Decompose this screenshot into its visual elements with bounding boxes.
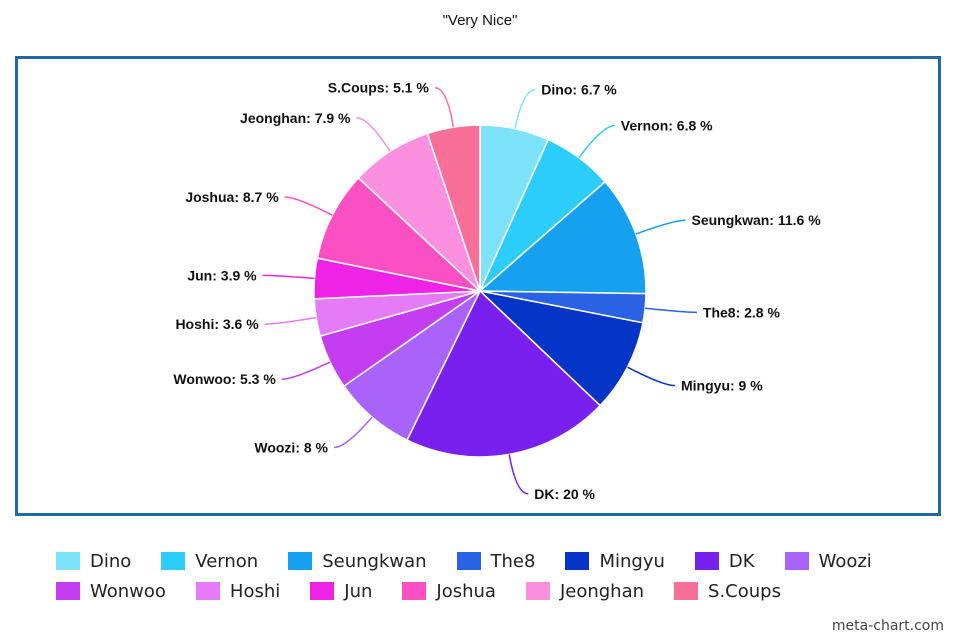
legend-swatch (402, 582, 427, 600)
slice-label: Joshua: 8.7 % (185, 189, 279, 205)
legend-swatch (565, 552, 590, 570)
legend-item: Woozi (784, 550, 872, 572)
slice-label: Mingyu: 9 % (681, 378, 763, 394)
chart-title: "Very Nice" (442, 12, 518, 29)
legend-swatch (674, 582, 699, 600)
legend-label: Vernon (195, 550, 259, 572)
leader-line (508, 454, 529, 495)
legend-item: DK (694, 550, 755, 572)
legend-item: Wonwoo (56, 581, 166, 602)
legend-item: Dino (56, 551, 131, 572)
leader-line (514, 88, 536, 129)
legend-swatch (56, 552, 80, 570)
legend-item: Joshua (402, 581, 496, 602)
slice-label: Jeonghan: 7.9 % (240, 110, 351, 126)
legend-row: Dino Vernon Seungkwan The8 Mingyu DK Woozi (56, 546, 936, 576)
legend-item: The8 (456, 550, 536, 572)
slice-label: Jun: 3.9 % (187, 267, 257, 283)
slice-label: Wonwoo: 5.3 % (173, 371, 276, 387)
legend-swatch (161, 552, 186, 570)
legend-label: Seungkwan (322, 550, 427, 572)
legend-item: Hoshi (195, 580, 281, 602)
legend-swatch (456, 552, 481, 570)
leader-line (578, 124, 615, 159)
legend-swatch (784, 552, 809, 570)
pie-slice-mingyu (477, 289, 644, 407)
leader-line (262, 274, 315, 280)
legend-item: Jun (310, 581, 372, 602)
legend-label: Dino (90, 550, 132, 572)
leader-line (635, 219, 686, 235)
legend-item: Mingyu (565, 550, 665, 572)
legend-swatch (310, 582, 335, 600)
slice-label: Hoshi: 3.6 % (175, 316, 259, 332)
leader-line (264, 316, 317, 325)
legend: Dino Vernon Seungkwan The8 Mingyu DK Woozi Won… (56, 546, 936, 606)
watermark: meta-chart.com (831, 618, 944, 634)
legend-swatch (525, 582, 550, 600)
slice-label: Dino: 6.7 % (541, 82, 617, 98)
legend-label: Jeonghan (559, 580, 645, 602)
leader-line (645, 307, 697, 314)
legend-label: Hoshi (229, 580, 281, 602)
slice-label: DK: 20 % (534, 486, 595, 502)
legend-label: Jun (344, 580, 373, 602)
legend-item: S.Coups (674, 581, 781, 602)
legend-swatch (56, 582, 80, 600)
legend-item: Jeonghan (525, 580, 645, 602)
legend-label: S.Coups (708, 580, 781, 602)
slice-label: S.Coups: 5.1 % (328, 80, 430, 96)
leader-line (281, 361, 331, 380)
slice-label: The8: 2.8 % (703, 304, 781, 320)
legend-label: Woozi (818, 550, 872, 572)
legend-swatch (288, 552, 313, 570)
leader-line (434, 86, 455, 128)
pie-slice-joshua (316, 176, 483, 293)
legend-label: DK (728, 550, 755, 572)
legend-swatch (195, 582, 220, 600)
legend-label: The8 (490, 550, 536, 572)
leader-line (627, 366, 676, 387)
plot-frame (15, 56, 941, 516)
legend-item: Vernon (161, 551, 258, 572)
legend-label: Joshua (436, 580, 496, 602)
legend-label: Wonwoo (90, 580, 166, 602)
leader-line (356, 117, 391, 152)
slice-label: Woozi: 8 % (254, 440, 328, 456)
leader-line (333, 416, 373, 449)
slice-label: Seungkwan: 11.6 % (692, 212, 822, 228)
legend-label: Mingyu (599, 550, 665, 572)
slice-label: Vernon: 6.8 % (621, 118, 713, 134)
pie-slice-s-coups (426, 124, 481, 292)
legend-item: Seungkwan (288, 550, 427, 572)
legend-swatch (694, 552, 719, 570)
leader-line (284, 196, 333, 216)
legend-row: Wonwoo Hoshi Jun Joshua Jeonghan S.Coups (56, 576, 936, 606)
